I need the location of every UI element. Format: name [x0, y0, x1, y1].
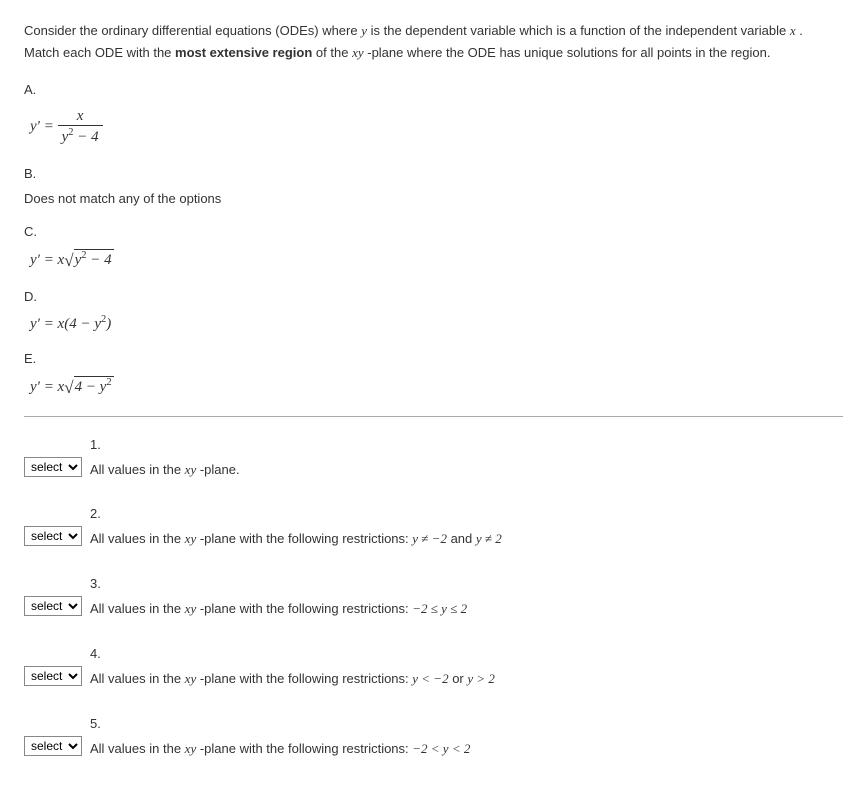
intro-line1-pre: Consider the ordinary differential equat…	[24, 23, 361, 38]
eq-c-lhs: y′ = x	[30, 252, 64, 268]
answer-row-4: select 4. All values in the xy -plane wi…	[24, 646, 843, 690]
separator	[24, 416, 843, 417]
answer-1-text: All values in the xy -plane.	[90, 460, 843, 481]
equation-a: y′ = x y2 − 4	[30, 107, 103, 148]
equation-c: y′ = xy2 − 4	[30, 249, 114, 271]
equation-d: y′ = x(4 − y2)	[30, 314, 111, 333]
option-d-label: D.	[24, 289, 843, 304]
option-c-label: C.	[24, 224, 843, 239]
answer-5-text: All values in the xy -plane with the fol…	[90, 739, 843, 760]
option-b: B. Does not match any of the options	[24, 166, 843, 206]
option-e-label: E.	[24, 351, 843, 366]
answer-row-1: select 1. All values in the xy -plane.	[24, 437, 843, 481]
answer-3-num: 3.	[90, 576, 843, 591]
eq-a-fraction: x y2 − 4	[58, 107, 103, 148]
option-b-text: Does not match any of the options	[24, 191, 843, 206]
intro-line2-pre: Match each ODE with the	[24, 45, 175, 60]
answer-1-num: 1.	[90, 437, 843, 452]
equation-e: y′ = x4 − y2	[30, 376, 114, 398]
option-c: C. y′ = xy2 − 4	[24, 224, 843, 271]
intro-bold: most extensive region	[175, 45, 312, 60]
option-a: A. y′ = x y2 − 4	[24, 82, 843, 148]
option-a-label: A.	[24, 82, 843, 97]
option-e: E. y′ = x4 − y2	[24, 351, 843, 398]
select-1[interactable]: select	[24, 457, 82, 477]
xy-var: xy	[352, 45, 364, 60]
select-3[interactable]: select	[24, 596, 82, 616]
option-b-label: B.	[24, 166, 843, 181]
eq-a-den: y2 − 4	[58, 126, 103, 148]
intro-line2-mid: of the	[316, 45, 352, 60]
eq-c-sqrt: y2 − 4	[64, 249, 113, 271]
eq-e-lhs: y′ = x	[30, 379, 64, 395]
answer-2-text: All values in the xy -plane with the fol…	[90, 529, 843, 550]
answer-2-num: 2.	[90, 506, 843, 521]
select-4[interactable]: select	[24, 666, 82, 686]
select-5[interactable]: select	[24, 736, 82, 756]
intro-line1-mid: is the dependent variable which is a fun…	[371, 23, 790, 38]
eq-a-lhs: y′ =	[30, 119, 58, 135]
answer-row-2: select 2. All values in the xy -plane wi…	[24, 506, 843, 550]
var-y: y	[361, 23, 367, 38]
answer-3-text: All values in the xy -plane with the fol…	[90, 599, 843, 620]
answer-4-text: All values in the xy -plane with the fol…	[90, 669, 843, 690]
eq-e-sqrt: 4 − y2	[64, 376, 113, 398]
answer-row-3: select 3. All values in the xy -plane wi…	[24, 576, 843, 620]
var-x: x	[790, 23, 796, 38]
answer-row-5: select 5. All values in the xy -plane wi…	[24, 716, 843, 760]
intro-text: Consider the ordinary differential equat…	[24, 20, 843, 64]
eq-a-num: x	[58, 107, 103, 126]
answer-5-num: 5.	[90, 716, 843, 731]
select-2[interactable]: select	[24, 526, 82, 546]
intro-line2-end: -plane where the ODE has unique solution…	[367, 45, 770, 60]
answer-4-num: 4.	[90, 646, 843, 661]
option-d: D. y′ = x(4 − y2)	[24, 289, 843, 333]
intro-line1-end: .	[799, 23, 803, 38]
